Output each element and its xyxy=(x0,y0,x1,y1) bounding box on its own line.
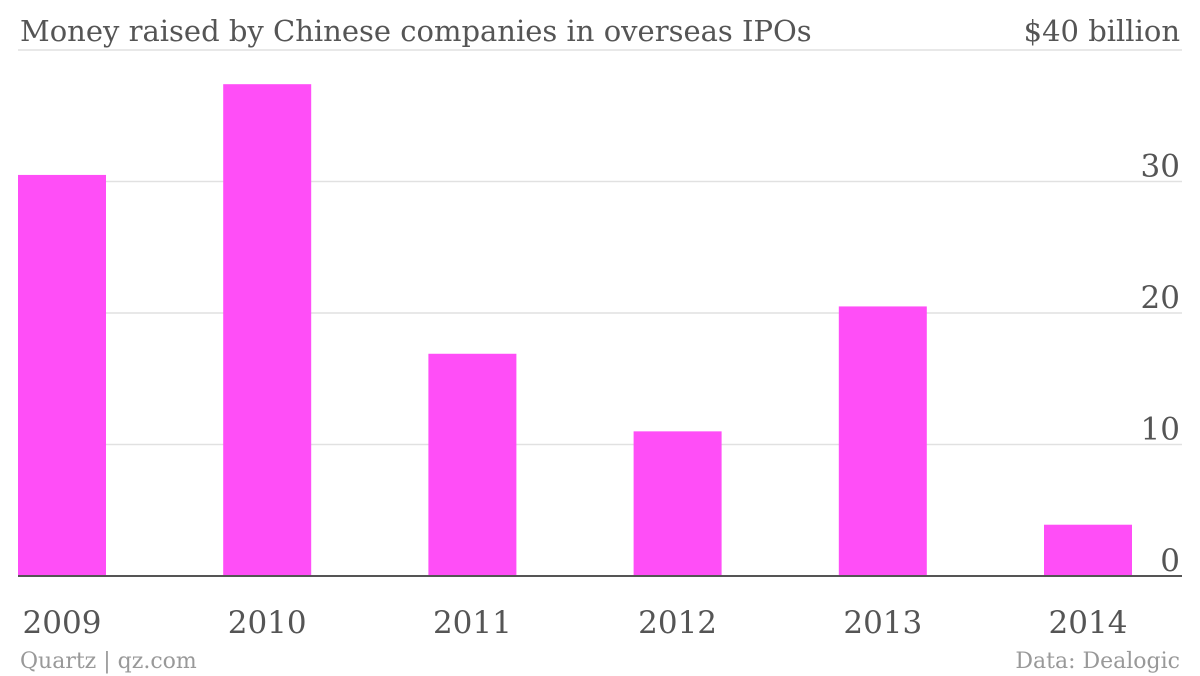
y-tick-label-0: 0 xyxy=(1160,543,1180,579)
x-tick-label-2010: 2010 xyxy=(228,605,307,641)
x-tick-label-2011: 2011 xyxy=(433,605,512,641)
y-tick-label-20: 20 xyxy=(1141,280,1180,316)
bar-2013 xyxy=(838,306,927,576)
x-tick-label-2012: 2012 xyxy=(638,605,717,641)
footer-source-right: Data: Dealogic xyxy=(1015,649,1180,674)
x-tick-label-2009: 2009 xyxy=(23,605,102,641)
x-tick-labels: 2009 2010 2011 2012 2013 2014 xyxy=(23,605,1128,641)
bar-2011 xyxy=(428,353,517,576)
y-tick-labels: 30 20 10 0 xyxy=(1141,149,1180,580)
y-tick-label-30: 30 xyxy=(1141,149,1180,185)
bar-2014 xyxy=(1044,524,1132,576)
footer-source-left: Quartz | qz.com xyxy=(20,649,197,674)
grid-lines xyxy=(18,49,1182,446)
y-axis-unit-label: $40 billion xyxy=(1024,14,1180,48)
x-tick-label-2013: 2013 xyxy=(843,605,922,641)
chart-title: Money raised by Chinese companies in ove… xyxy=(20,14,812,48)
bar-2009 xyxy=(18,174,106,577)
bars xyxy=(18,84,1132,577)
bar-2010 xyxy=(223,84,312,576)
bar-2012 xyxy=(633,431,722,576)
y-tick-label-10: 10 xyxy=(1141,412,1180,448)
x-tick-label-2014: 2014 xyxy=(1049,605,1128,641)
